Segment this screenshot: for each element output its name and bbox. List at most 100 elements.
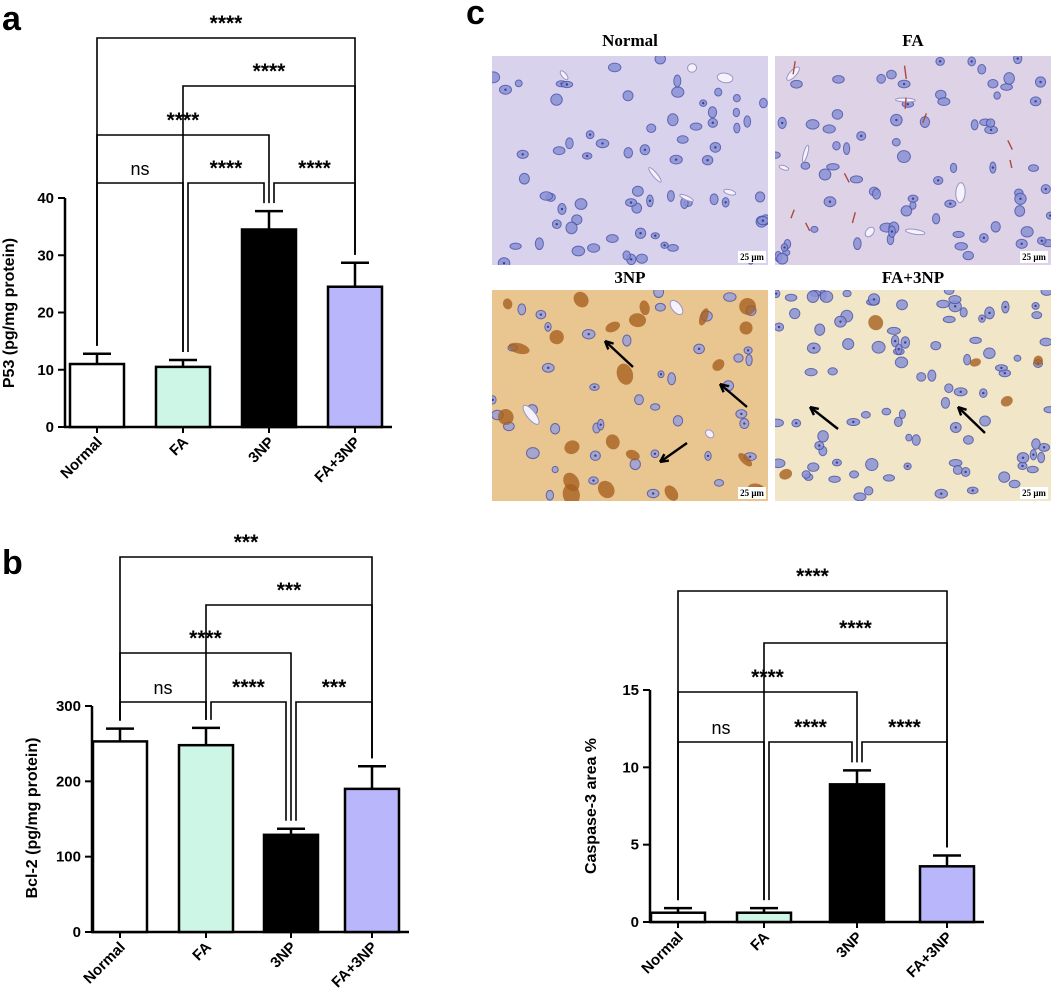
bar-3np xyxy=(828,783,886,924)
y-tick-label: 0 xyxy=(631,914,639,931)
cell-nucleus xyxy=(936,299,950,309)
significance-bracket xyxy=(205,604,373,759)
cell-nucleus xyxy=(605,234,619,243)
stained-cell xyxy=(629,313,647,328)
arrow-shaft xyxy=(604,340,634,368)
cell-nucleus xyxy=(622,334,632,347)
nucleolus xyxy=(988,311,991,315)
nucleolus xyxy=(780,121,784,125)
cell-nucleus xyxy=(849,175,864,184)
red-fiber xyxy=(1009,159,1013,169)
cell-nucleus xyxy=(607,62,622,73)
cell-nucleus xyxy=(952,465,963,475)
nucleolus xyxy=(587,332,590,336)
nucleolus xyxy=(761,219,765,222)
bar-fa-3np xyxy=(343,787,401,934)
stained-cell xyxy=(739,321,753,335)
significance-bracket xyxy=(96,182,184,353)
y-axis-title: Caspase-3 area % xyxy=(583,738,600,874)
nucleolus xyxy=(1044,187,1047,191)
nucleolus xyxy=(740,412,743,416)
nucleolus xyxy=(639,232,642,235)
cell-nucleus xyxy=(671,86,685,98)
nucleolus xyxy=(828,200,832,203)
x-tick-label: FA+3NP xyxy=(903,929,955,981)
cell-nucleus xyxy=(733,353,744,363)
cell-nucleus xyxy=(987,79,999,89)
nucleolus xyxy=(585,154,589,158)
micrograph-title-normal: Normal xyxy=(602,31,658,50)
cell-nucleus xyxy=(667,113,679,127)
y-tick-label: 0 xyxy=(73,924,81,941)
cell-nucleus xyxy=(551,465,559,474)
nucleolus xyxy=(953,305,957,308)
red-fiber xyxy=(843,172,850,183)
cell-nucleus xyxy=(723,292,737,302)
cell-nucleus xyxy=(565,221,578,235)
bar-fa-3np xyxy=(918,865,976,924)
nucleolus xyxy=(1004,305,1007,309)
nucleolus xyxy=(743,422,746,425)
cell-nucleus xyxy=(1003,72,1015,85)
x-tick-label: FA+3NP xyxy=(328,939,380,991)
micrograph-title-3np: 3NP xyxy=(614,268,645,287)
bar-3np xyxy=(262,833,320,934)
panel-label-c: c xyxy=(466,0,485,32)
red-fiber xyxy=(1007,140,1013,150)
arrow-shaft xyxy=(719,383,748,408)
bar-fa xyxy=(177,743,235,934)
cell-nucleus xyxy=(927,369,937,382)
scale-bar-label-3np: 25 μm xyxy=(740,488,764,498)
nucleolus xyxy=(852,420,855,424)
cell-nucleus xyxy=(545,489,555,501)
significance-label: ns xyxy=(153,678,172,698)
cell-nucleus xyxy=(667,244,679,252)
significance-label: **** xyxy=(210,157,244,180)
nucleolus xyxy=(839,320,842,323)
significance-bracket xyxy=(273,182,356,255)
nucleolus xyxy=(714,146,717,149)
cell-nucleus xyxy=(1037,451,1046,464)
red-fiber xyxy=(904,97,907,109)
nucleolus xyxy=(982,391,985,395)
nucleolus xyxy=(746,349,750,352)
cell-nucleus xyxy=(954,242,968,251)
significance-bracket xyxy=(119,556,373,759)
vessel xyxy=(648,167,662,183)
cell-nucleus xyxy=(790,79,803,89)
cell-nucleus xyxy=(969,336,982,345)
cell-nucleus xyxy=(550,93,563,106)
cell-nucleus xyxy=(1031,438,1041,450)
cell-nucleus xyxy=(587,243,601,253)
cell-nucleus xyxy=(952,230,965,238)
nucleolus xyxy=(697,347,701,351)
cell-nucleus xyxy=(805,119,820,130)
stained-cell xyxy=(625,449,640,461)
cell-nucleus xyxy=(653,290,665,299)
stained-cell xyxy=(868,315,884,331)
significance-bracket xyxy=(96,37,356,346)
y-tick-label: 15 xyxy=(622,682,639,699)
cell-nucleus xyxy=(517,303,527,316)
cell-nucleus xyxy=(514,79,523,88)
panel-label-a: a xyxy=(2,0,22,38)
nucleolus xyxy=(502,261,506,265)
cell-nucleus xyxy=(574,198,588,210)
x-tick-label: FA+3NP xyxy=(311,434,363,486)
cell-nucleus xyxy=(666,190,675,202)
nucleolus xyxy=(777,325,781,329)
cell-nucleus xyxy=(634,394,644,406)
cell-nucleus xyxy=(932,213,941,225)
cell-nucleus xyxy=(970,119,979,131)
y-tick-label: 5 xyxy=(631,837,639,854)
cell-nucleus xyxy=(552,146,566,156)
caspase3-bar-chart: 0 5 10 15 Caspase-3 area % Normal FA 3NP FA+3NP *… xyxy=(583,565,984,981)
cell-nucleus xyxy=(667,372,676,386)
x-tick-label: 3NP xyxy=(833,929,866,962)
cell-nucleus xyxy=(983,347,996,360)
arrow-icon xyxy=(658,453,670,464)
nucleolus xyxy=(521,153,524,156)
nucleolus xyxy=(872,298,876,301)
micrograph-cells-fa-3np xyxy=(775,290,1051,501)
significance-label: *** xyxy=(234,531,259,554)
